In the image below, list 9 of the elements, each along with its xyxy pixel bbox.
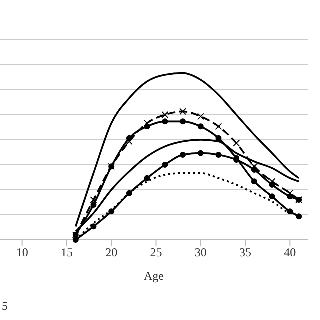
- x-tick-label: 30: [194, 246, 207, 260]
- x-tick-label: 15: [60, 246, 73, 260]
- x-tick-label: 25: [150, 246, 162, 260]
- x-tick-label: 20: [106, 246, 118, 260]
- text: 5: [2, 299, 8, 314]
- x-tick-label: 40: [284, 246, 296, 260]
- x-tick-label: 10: [16, 246, 28, 260]
- x-axis-title: Age: [144, 269, 164, 283]
- x-tick-label: 35: [240, 246, 252, 260]
